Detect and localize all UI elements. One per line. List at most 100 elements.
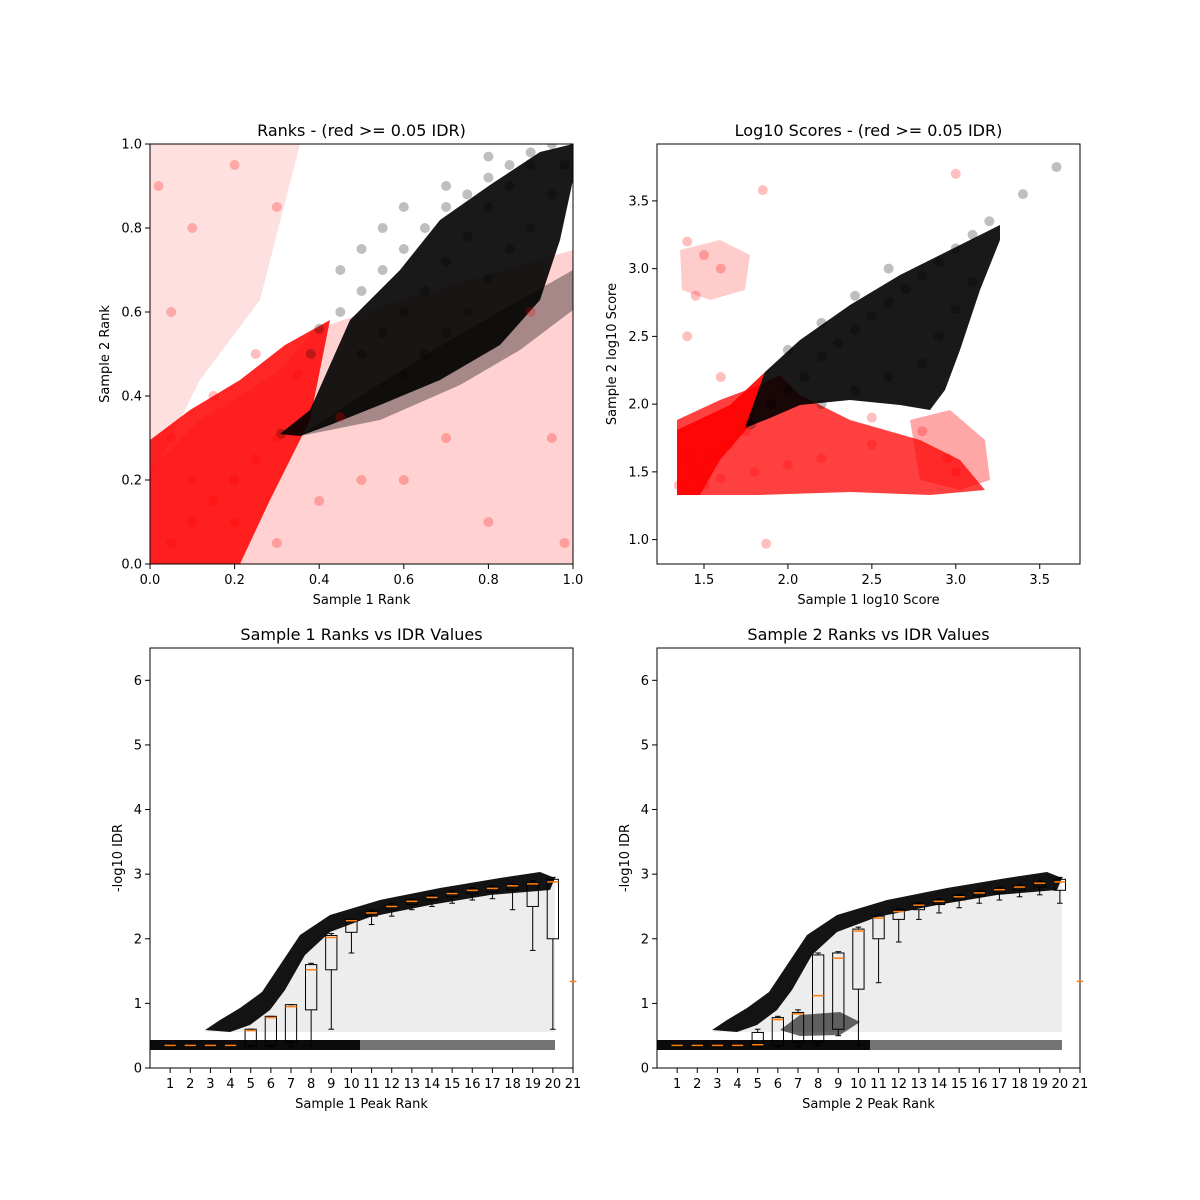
x-tick-label: 11 bbox=[363, 1077, 380, 1092]
chart-title: Log10 Scores - (red >= 0.05 IDR) bbox=[735, 121, 1003, 140]
data-point bbox=[166, 433, 177, 443]
chart-title: Ranks - (red >= 0.05 IDR) bbox=[257, 121, 466, 140]
data-point bbox=[166, 307, 177, 317]
data-point bbox=[546, 189, 557, 200]
x-tick-label: 0.8 bbox=[478, 573, 499, 588]
y-tick-label: 0.0 bbox=[121, 558, 142, 573]
data-point bbox=[799, 372, 810, 383]
data-point bbox=[305, 349, 316, 359]
boxplot bbox=[953, 893, 966, 909]
y-tick-label: 1.0 bbox=[121, 138, 142, 153]
x-tick-label: 19 bbox=[1031, 1077, 1048, 1092]
boxplot bbox=[486, 885, 499, 900]
x-tick-label: 5 bbox=[247, 1077, 255, 1092]
x-tick-label: 1.5 bbox=[694, 573, 715, 588]
x-tick-label: 0.2 bbox=[224, 573, 245, 588]
boxplot bbox=[751, 1028, 764, 1048]
data-point bbox=[816, 453, 827, 464]
data-point bbox=[293, 370, 304, 380]
box-iqr bbox=[932, 899, 946, 906]
data-point bbox=[967, 229, 978, 240]
x-tick-label: 8 bbox=[307, 1077, 315, 1092]
data-point bbox=[950, 466, 961, 477]
boxplot bbox=[425, 894, 439, 907]
x-ticks: 1 2 3 4 5 6 7 8 9 10 11 12 13 14 15 16 17 18 19 20 21 bbox=[166, 1068, 581, 1092]
data-point bbox=[525, 160, 536, 170]
data-point bbox=[166, 538, 177, 548]
y-tick-label: 2 bbox=[134, 932, 142, 947]
data-point bbox=[850, 290, 861, 301]
data-point bbox=[690, 466, 701, 477]
x-ticks: 1.5 2.0 2.5 3.0 3.5 bbox=[694, 564, 1050, 588]
data-point bbox=[715, 263, 726, 274]
y-axis-label: Sample 2 Rank bbox=[98, 305, 113, 403]
data-point bbox=[356, 475, 367, 485]
series-fail-points bbox=[153, 160, 570, 548]
x-tick-label: 2.5 bbox=[862, 573, 883, 588]
data-point bbox=[441, 181, 452, 191]
data-point bbox=[816, 399, 827, 410]
x-tick-label: 12 bbox=[383, 1077, 400, 1092]
data-point bbox=[441, 433, 452, 443]
plot-frame bbox=[149, 143, 574, 565]
data-point bbox=[866, 412, 877, 423]
data-point bbox=[950, 243, 961, 254]
boxplot bbox=[446, 890, 459, 904]
box-iqr bbox=[1013, 885, 1026, 891]
data-point bbox=[715, 473, 726, 484]
x-tick-label: 10 bbox=[850, 1077, 867, 1092]
data-point bbox=[187, 517, 198, 527]
data-point bbox=[699, 250, 709, 261]
box-iqr bbox=[405, 899, 418, 906]
x-tick-label: 8 bbox=[814, 1077, 822, 1092]
data-point bbox=[525, 147, 536, 158]
data-point bbox=[335, 265, 346, 275]
data-point bbox=[850, 385, 861, 396]
box-iqr bbox=[345, 918, 358, 933]
y-ticks: 0 1 2 3 4 5 6 bbox=[134, 674, 150, 1077]
y-tick-label: 4 bbox=[134, 803, 142, 818]
x-tick-label: 4 bbox=[733, 1077, 741, 1092]
data-point bbox=[749, 466, 760, 477]
boxplot bbox=[832, 951, 845, 1037]
box-iqr bbox=[506, 883, 519, 891]
y-tick-label: 5 bbox=[134, 738, 142, 753]
data-point bbox=[883, 263, 894, 274]
data-point bbox=[208, 496, 219, 506]
data-point bbox=[483, 151, 494, 162]
chart-title: Sample 2 Ranks vs IDR Values bbox=[747, 625, 989, 644]
x-tick-label: 11 bbox=[870, 1077, 887, 1092]
box-iqr bbox=[284, 1004, 298, 1043]
density-layer bbox=[657, 872, 1062, 1050]
data-point bbox=[187, 223, 198, 233]
data-point bbox=[917, 358, 928, 369]
data-point bbox=[546, 433, 557, 443]
data-point bbox=[746, 419, 756, 430]
data-point bbox=[250, 349, 261, 359]
y-tick-label: 3.5 bbox=[628, 194, 649, 209]
x-tick-label: 15 bbox=[444, 1077, 461, 1092]
x-tick-label: 7 bbox=[794, 1077, 802, 1092]
data-point bbox=[398, 475, 409, 485]
box-iqr bbox=[264, 1015, 277, 1046]
box-iqr bbox=[305, 964, 318, 1011]
x-tick-label: 3.0 bbox=[945, 573, 966, 588]
data-point bbox=[250, 454, 261, 464]
y-tick-label: 6 bbox=[134, 674, 142, 689]
data-point bbox=[271, 538, 282, 548]
y-tick-label: 0 bbox=[641, 1062, 649, 1077]
data-point bbox=[984, 216, 995, 227]
data-point bbox=[271, 433, 282, 443]
data-point bbox=[335, 307, 346, 317]
x-tick-label: 7 bbox=[287, 1077, 295, 1092]
boxplot bbox=[385, 902, 398, 917]
x-axis-label: Sample 1 Rank bbox=[313, 593, 411, 608]
boxplot bbox=[1013, 883, 1026, 898]
x-tick-label: 16 bbox=[464, 1077, 481, 1092]
data-point bbox=[866, 439, 877, 450]
y-ticks: 0 1 2 3 4 5 6 bbox=[641, 674, 657, 1077]
density-layer bbox=[677, 225, 1000, 495]
data-point bbox=[398, 202, 409, 212]
x-tick-label: 19 bbox=[524, 1077, 541, 1092]
y-tick-label: 2.0 bbox=[628, 398, 649, 413]
